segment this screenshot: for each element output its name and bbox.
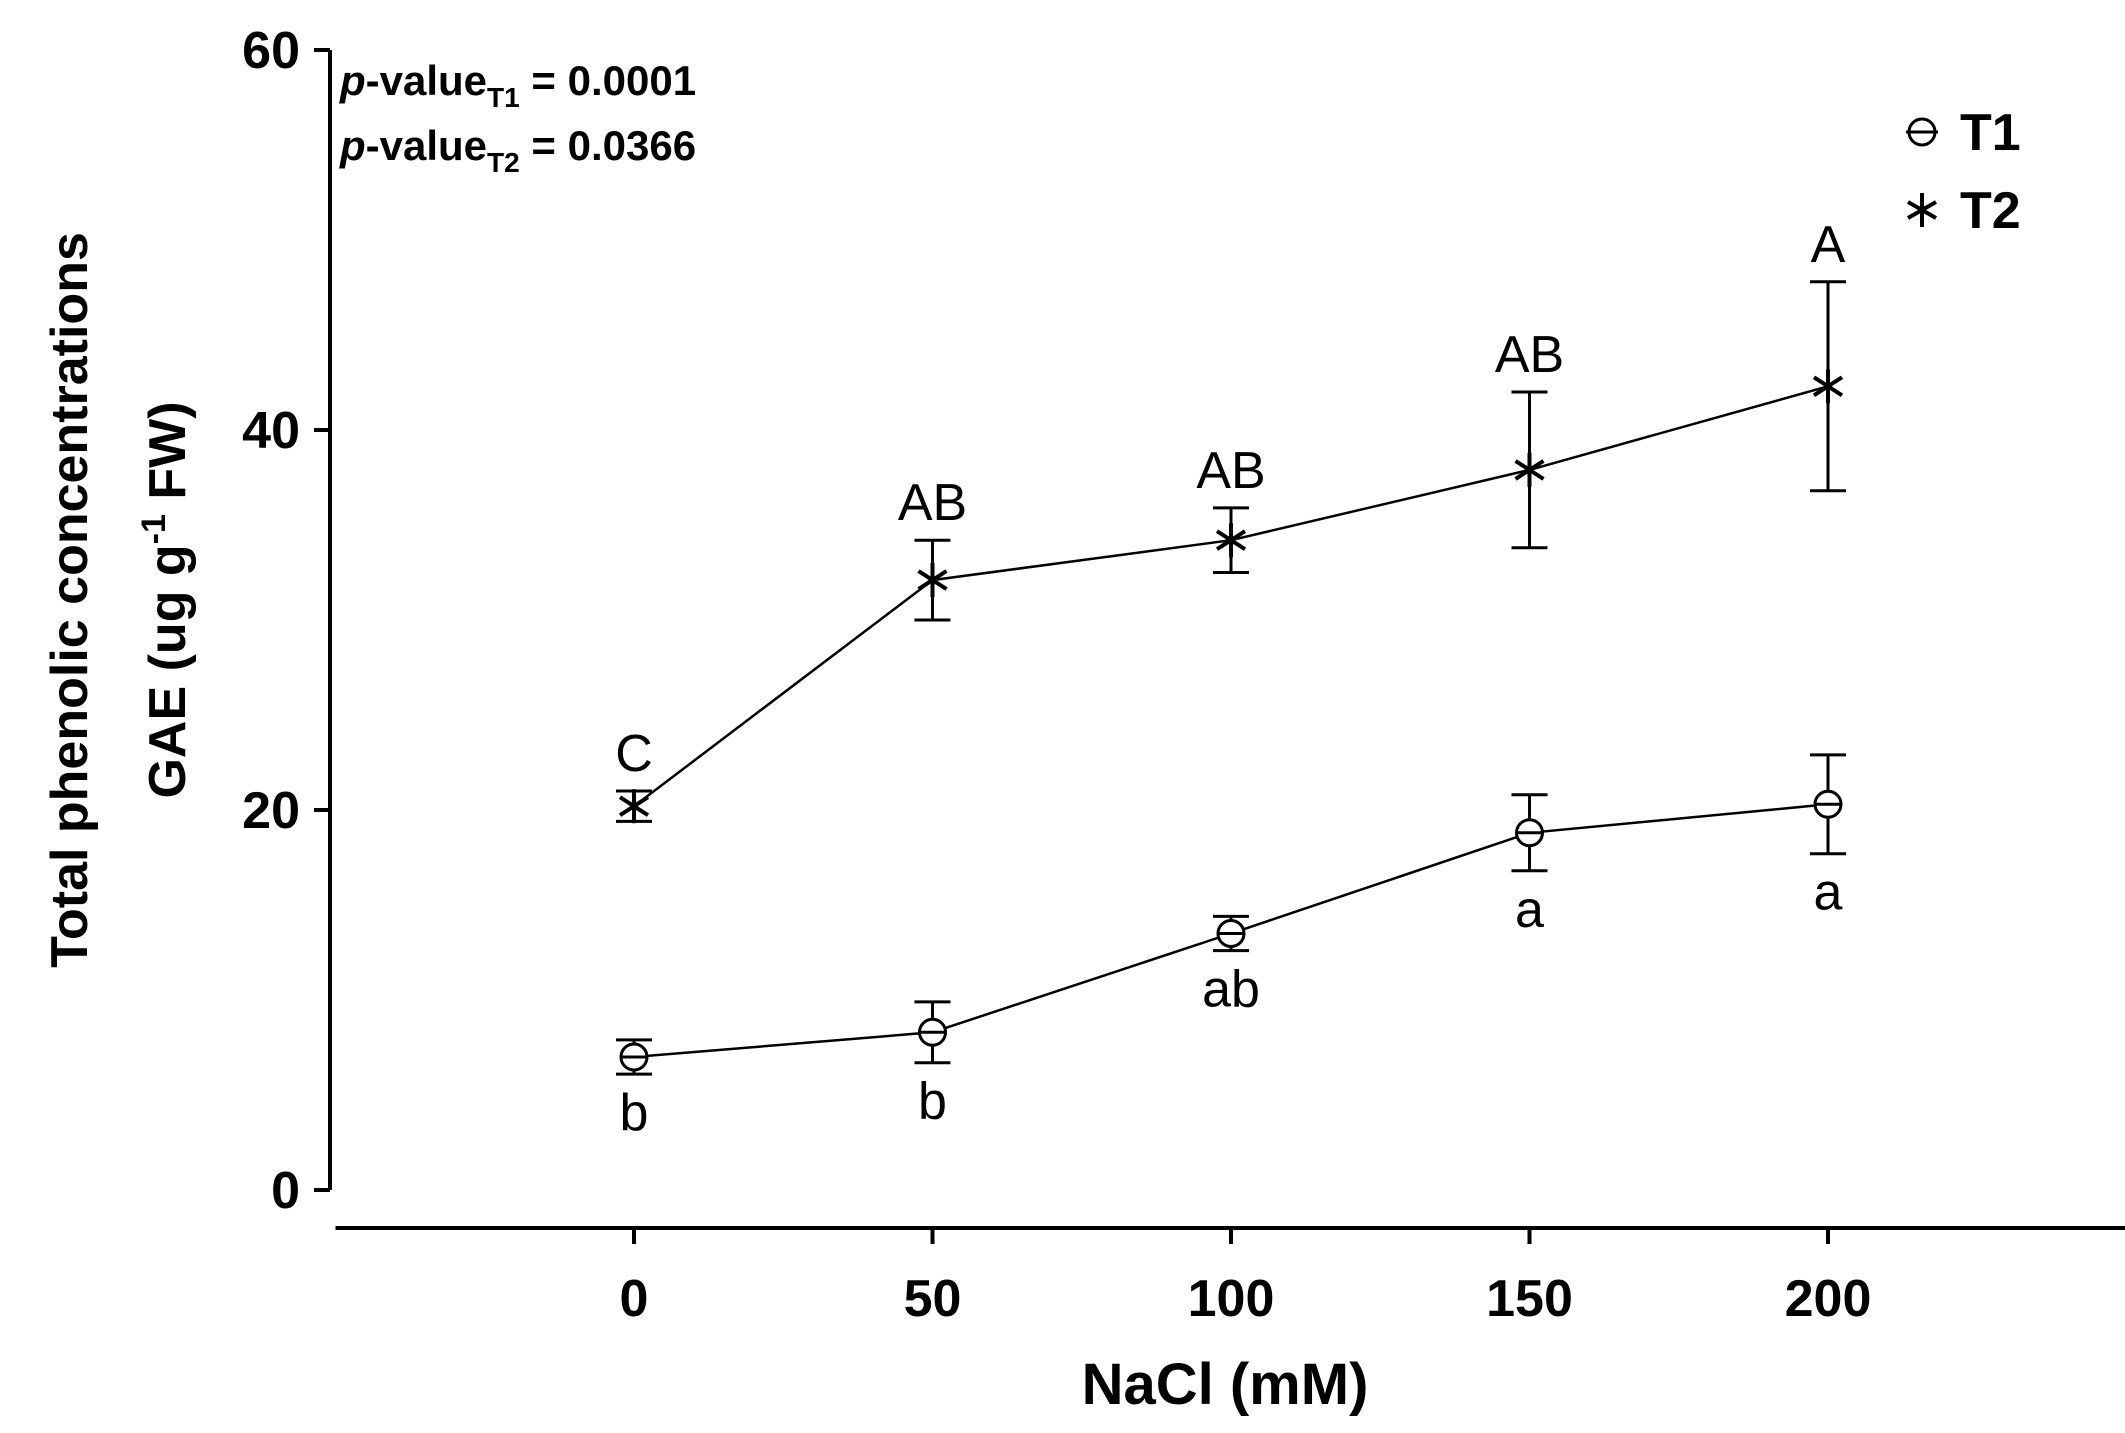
significance-letter: A (1811, 216, 1846, 274)
significance-letter: C (615, 725, 653, 783)
x-tick-label: 200 (1785, 1270, 1872, 1328)
y-tick-label: 20 (242, 782, 300, 840)
y-tick-label: 60 (242, 22, 300, 80)
p-value-text: -value (366, 122, 487, 169)
p-value-annotation-t1: p-valueT1 = 0.0001 (339, 57, 696, 113)
significance-letter: AB (1196, 442, 1265, 500)
labels-layer: b b ab a a C AB AB AB A (615, 216, 1845, 1142)
y-axis-label-superscript: -1 (135, 514, 173, 544)
legend-t2-asterisk-marker (1907, 193, 1937, 227)
y-axis-label-line1: Total phenolic concentrations (41, 232, 99, 968)
legend: T1 T2 (1906, 104, 2021, 240)
p-value-text: -value (366, 57, 487, 104)
x-tick-label: 0 (620, 1270, 649, 1328)
significance-letter: b (620, 1084, 649, 1142)
series-t1 (616, 753, 1846, 1076)
significance-letter: a (1814, 864, 1843, 922)
data-point-asterisk (1215, 523, 1247, 558)
significance-letter: AB (898, 474, 967, 532)
p-value-number: = 0.0001 (520, 57, 696, 104)
data-point-asterisk (1812, 369, 1844, 404)
data-point-asterisk (1514, 452, 1545, 487)
p-value-annotation-t2: p-valueT2 = 0.0366 (339, 122, 696, 178)
data-point-asterisk (618, 789, 650, 824)
p-value-subscript: T2 (487, 147, 520, 178)
p-italic: p (339, 122, 366, 169)
data-point-asterisk (917, 563, 948, 598)
p-value-subscript: T1 (487, 82, 520, 113)
x-tick-label: 100 (1188, 1270, 1275, 1328)
x-tick-label: 150 (1486, 1270, 1573, 1328)
significance-letter: b (918, 1073, 947, 1131)
y-axis-label-suffix: FW) (139, 401, 197, 514)
y-axis-label-prefix: GAE (ug g (139, 544, 197, 798)
y-axis-label-line2: GAE (ug g-1 FW) (135, 401, 197, 798)
p-italic: p (339, 57, 366, 104)
x-tick-label: 50 (904, 1270, 962, 1328)
legend-t2-label: T2 (1960, 182, 2021, 240)
x-axis-label: NaCl (mM) (1082, 1352, 1369, 1417)
series-layer (616, 280, 1846, 1076)
y-tick-label: 40 (242, 402, 300, 460)
significance-letter: ab (1202, 961, 1260, 1019)
y-tick-label: 0 (271, 1162, 300, 1220)
significance-letter: AB (1495, 326, 1564, 384)
significance-letter: a (1515, 881, 1544, 939)
series-t2 (616, 280, 1846, 824)
axes: 0 20 40 60 0 50 100 150 200 (242, 22, 2125, 1328)
legend-t1-label: T1 (1960, 104, 2021, 162)
p-value-number: = 0.0366 (520, 122, 696, 169)
